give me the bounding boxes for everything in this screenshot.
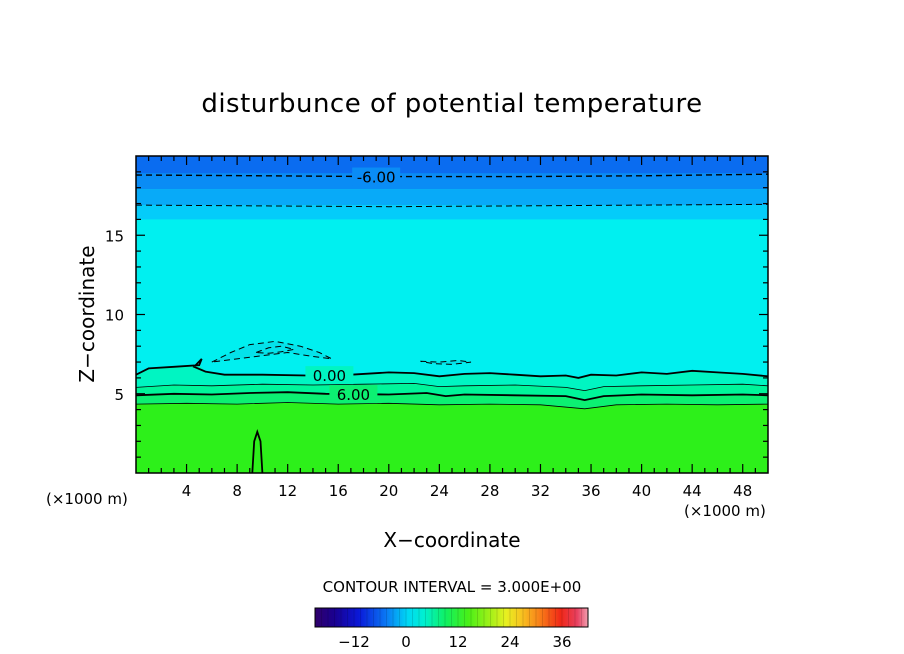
- x-unit-left: (×1000 m): [46, 490, 128, 508]
- x-tick-label-36: 36: [581, 482, 600, 500]
- contour-labels: -6.00 0.006.00: [305, 167, 401, 404]
- contour-lines: [136, 173, 768, 473]
- x-tick-label-32: 32: [531, 482, 550, 500]
- contour-label-0: -6.00: [357, 169, 396, 187]
- contour-line-4: [136, 391, 768, 402]
- y-tick-label-5: 5: [114, 386, 124, 404]
- contour-label-bg-0: [352, 167, 401, 186]
- contour-line-3: [136, 382, 768, 392]
- colorbar-label-4: 36: [552, 633, 571, 651]
- field-patch-1: [211, 341, 332, 363]
- colorbar: −12 0 12 24 36: [314, 607, 589, 651]
- chart-title: disturbunce of potential temperature: [201, 89, 702, 119]
- x-tick-label-40: 40: [632, 482, 651, 500]
- contour-line-2: [136, 358, 768, 379]
- x-tick-label-20: 20: [379, 482, 398, 500]
- y-tick-label-15: 15: [105, 227, 124, 245]
- x-tick-label-48: 48: [733, 482, 752, 500]
- colorbar-dividers: [321, 608, 582, 627]
- x-tick-label-28: 28: [480, 482, 499, 500]
- contour-line-7: [211, 340, 333, 363]
- colorbar-label-0: −12: [338, 633, 370, 651]
- x-unit-right: (×1000 m): [684, 502, 766, 520]
- contour-label-bg-2: [305, 366, 354, 385]
- colorbar-label-2: 12: [448, 633, 467, 651]
- colorbar-tick-labels: −12 0 12 24 36: [338, 633, 571, 651]
- contour-label-4: 6.00: [337, 386, 370, 404]
- contour-line-6: [251, 428, 264, 473]
- contour-line-5: [136, 402, 768, 410]
- y-tick-label-10: 10: [105, 307, 124, 325]
- x-tick-label-24: 24: [430, 482, 449, 500]
- field-band-upper1: [136, 173, 768, 190]
- axis-ticks: [136, 156, 768, 473]
- field-fill-below-9: [136, 402, 768, 473]
- contour-line-8: [255, 345, 295, 354]
- filled-contour-field: [136, 156, 768, 473]
- colorbar-gradient: [314, 607, 589, 628]
- field-band-upper3: [136, 205, 768, 220]
- contour-label-bg-4: [329, 385, 378, 404]
- x-tick-labels: 4 8 12 16 20 24 28 32 36 40 44 48: [182, 482, 752, 500]
- x-tick-label-12: 12: [278, 482, 297, 500]
- contour-interval-text: CONTOUR INTERVAL = 3.000E+00: [323, 578, 582, 596]
- field-band-top: [136, 156, 768, 174]
- contour-line-9: [420, 359, 472, 365]
- x-tick-label-16: 16: [329, 482, 348, 500]
- contour-label-2: 0.00: [313, 367, 346, 385]
- x-tick-label-8: 8: [232, 482, 242, 500]
- x-tick-label-44: 44: [683, 482, 702, 500]
- colorbar-label-1: 0: [401, 633, 411, 651]
- y-tick-labels: 5 10 15: [105, 227, 124, 404]
- colorbar-label-3: 24: [500, 633, 519, 651]
- x-axis-label: X−coordinate: [383, 528, 520, 552]
- field-band-upper2: [136, 189, 768, 206]
- y-axis-label: Z−coordinate: [75, 245, 99, 382]
- x-tick-label-4: 4: [182, 482, 192, 500]
- contour-line-1: [136, 203, 768, 208]
